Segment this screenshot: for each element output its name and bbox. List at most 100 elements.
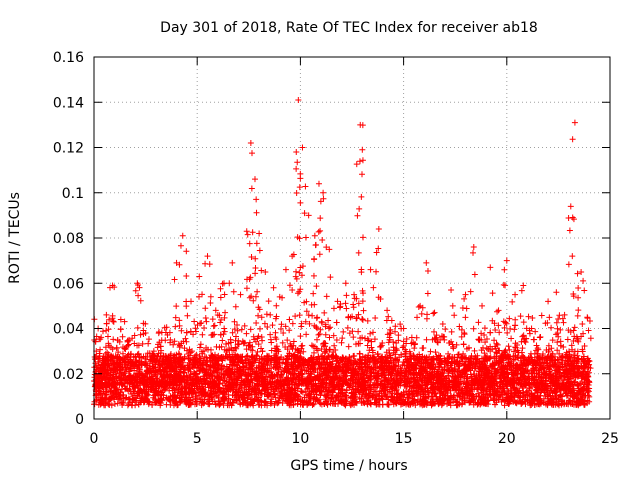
data-point-noise	[504, 329, 511, 336]
data-point-noise	[403, 336, 410, 343]
data-point-noise	[132, 402, 139, 409]
data-point-noise	[532, 328, 539, 335]
data-point-noise	[481, 350, 488, 357]
data-point-noise	[371, 336, 378, 343]
data-point-noise	[529, 315, 536, 322]
data-point-noise	[339, 335, 346, 342]
data-point-noise	[299, 342, 306, 349]
data-point-noise	[385, 313, 392, 320]
data-point-noise	[512, 316, 519, 323]
data-points	[91, 96, 594, 409]
data-point-noise	[538, 312, 545, 319]
data-point-noise	[460, 341, 467, 348]
data-point-noise	[203, 318, 210, 325]
data-point-noise	[229, 329, 236, 336]
data-point-noise	[191, 318, 198, 325]
data-point-noise	[338, 339, 345, 346]
data-point-noise	[322, 331, 329, 338]
data-point-noise	[243, 330, 250, 337]
data-point-noise	[369, 329, 376, 336]
data-point-noise	[197, 341, 204, 348]
data-point-noise	[261, 320, 268, 327]
data-point-noise	[585, 392, 592, 399]
data-point-noise	[331, 342, 338, 349]
data-point-noise	[197, 320, 204, 327]
data-point-noise	[571, 324, 578, 331]
data-point-noise	[209, 316, 216, 323]
data-point-noise	[367, 330, 374, 337]
data-point-noise	[360, 307, 367, 314]
data-point-noise	[564, 336, 571, 343]
data-point-noise	[458, 333, 465, 340]
chart-title: Day 301 of 2018, Rate Of TEC Index for r…	[160, 20, 538, 36]
data-point-noise	[451, 312, 458, 319]
data-point-noise	[192, 328, 199, 335]
data-point-noise	[411, 345, 418, 352]
data-point-noise	[206, 401, 213, 408]
data-point-noise	[554, 325, 561, 332]
data-point-noise	[267, 398, 274, 405]
data-point-noise	[303, 308, 310, 315]
data-point-noise	[340, 328, 347, 335]
data-point-noise	[119, 333, 126, 340]
data-point-noise	[263, 311, 270, 318]
data-point-noise	[333, 337, 340, 344]
data-point-noise	[383, 349, 390, 356]
data-point-noise	[557, 326, 564, 333]
data-point-noise	[290, 338, 297, 345]
data-point-noise	[192, 325, 199, 332]
data-point-noise	[355, 328, 362, 335]
data-point-noise	[570, 337, 577, 344]
data-point-noise	[156, 329, 163, 336]
data-point-noise	[253, 320, 260, 327]
data-point-noise	[111, 401, 118, 408]
data-point-noise	[491, 337, 498, 344]
data-point-noise	[109, 318, 116, 325]
data-point-noise	[397, 321, 404, 328]
data-point-noise	[104, 333, 111, 340]
data-point-noise	[199, 331, 206, 338]
data-point-noise	[344, 324, 351, 331]
data-point-noise	[546, 314, 553, 321]
data-point-noise	[308, 342, 315, 349]
data-point-noise	[359, 317, 366, 324]
data-point-noise	[267, 311, 274, 318]
data-point-noise	[525, 313, 532, 320]
data-point-noise	[395, 337, 402, 344]
data-point-noise	[134, 324, 141, 331]
data-point-noise	[317, 326, 324, 333]
data-point-noise	[557, 391, 564, 398]
data-point-noise	[284, 337, 291, 344]
data-point-noise	[258, 314, 265, 321]
data-point-noise	[372, 314, 379, 321]
data-point-noise	[99, 328, 106, 335]
data-point-noise	[385, 401, 392, 408]
data-point-noise	[350, 334, 357, 341]
data-point-noise	[314, 336, 321, 343]
data-point-noise	[478, 347, 485, 354]
data-point-noise	[145, 336, 152, 343]
data-point-noise	[110, 336, 117, 343]
data-point-noise	[202, 315, 209, 322]
data-point-noise	[330, 332, 337, 339]
data-point-noise	[180, 370, 187, 377]
data-point-noise	[423, 336, 430, 343]
data-point-noise	[184, 312, 191, 319]
data-point-noise	[109, 346, 116, 353]
data-point-noise	[393, 345, 400, 352]
data-point-noise	[220, 331, 227, 338]
data-point-noise	[170, 341, 177, 348]
data-point-noise	[482, 339, 489, 346]
data-point-noise	[508, 335, 515, 342]
data-point-noise	[136, 366, 143, 373]
data-point-noise	[483, 336, 490, 343]
data-point-noise	[121, 318, 128, 325]
data-point-noise	[172, 323, 179, 330]
data-point-noise	[211, 322, 218, 329]
data-point-noise	[219, 337, 226, 344]
data-point-noise	[267, 331, 274, 338]
data-point-noise	[210, 323, 217, 330]
data-point-noise	[311, 349, 318, 356]
data-point-noise	[395, 332, 402, 339]
